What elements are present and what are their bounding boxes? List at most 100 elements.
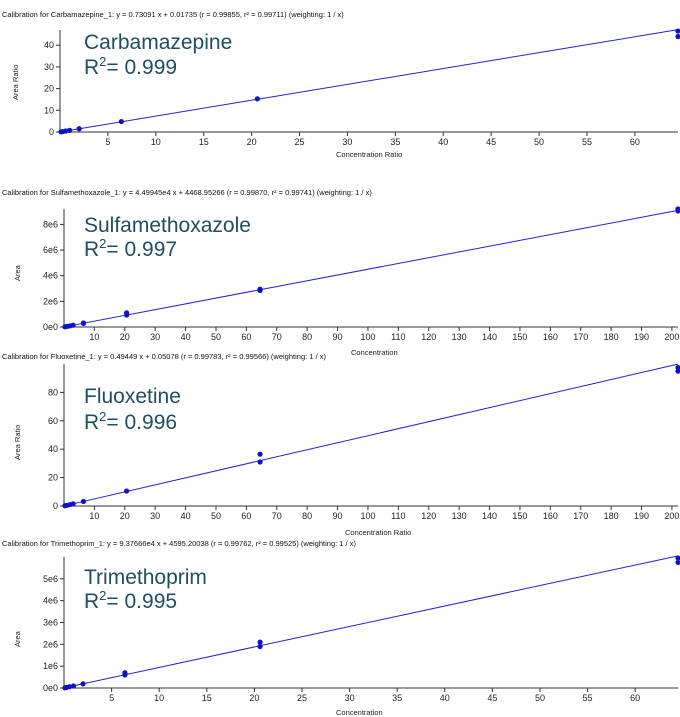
y-axis-label: Area [13, 631, 22, 647]
data-point [675, 206, 680, 212]
y-tick-label: 20 [48, 473, 58, 483]
data-point [70, 501, 76, 507]
x-tick-label: 60 [241, 511, 251, 521]
y-axis-label: Area Ratio [13, 424, 22, 460]
y-tick-label: 2e6 [43, 639, 58, 649]
y-tick-label: 60 [48, 416, 58, 426]
data-point [257, 459, 263, 465]
x-tick-label: 50 [535, 693, 545, 703]
x-tick-label: 25 [295, 137, 305, 147]
data-point [76, 126, 82, 132]
y-tick-label: 3e6 [43, 618, 58, 628]
calibration-plot: 5 10 15 20 25 30 35 40 45 50 55 60 0 10 20 30 40 [44, 28, 680, 147]
x-tick-label: 20 [120, 332, 130, 342]
y-tick-label: 0 [53, 501, 58, 511]
x-tick-label: 170 [573, 511, 588, 521]
y-axis-label: Area [13, 265, 22, 281]
x-tick-label: 120 [421, 511, 436, 521]
regression-line [63, 209, 679, 328]
x-tick-label: 50 [211, 332, 221, 342]
x-tick-label: 50 [211, 511, 221, 521]
x-tick-label: 10 [154, 693, 164, 703]
x-tick-label: 100 [360, 332, 375, 342]
r-squared-value: = 0.999 [106, 56, 178, 79]
x-tick-label: 10 [89, 511, 99, 521]
y-tick-label: 1e6 [43, 661, 58, 671]
x-tick-label: 120 [421, 332, 436, 342]
data-point [80, 320, 87, 326]
x-tick-label: 30 [345, 693, 355, 703]
x-tick-label: 100 [360, 511, 375, 521]
x-tick-label: 140 [482, 511, 497, 521]
x-tick-label: 200 [664, 332, 679, 342]
data-point [675, 555, 680, 561]
x-tick-label: 15 [199, 137, 209, 147]
data-point [122, 670, 128, 676]
calibration-title: Calibration for Fluoxetine_1: y = 0.4944… [2, 352, 326, 361]
x-tick-label: 25 [297, 693, 307, 703]
x-tick-label: 35 [390, 137, 400, 147]
x-tick-label: 40 [181, 332, 191, 342]
x-axis-label: Concentration Ratio [336, 150, 403, 159]
r-squared-value: = 0.996 [106, 411, 178, 434]
x-tick-label: 45 [486, 137, 496, 147]
y-tick-label: 5e6 [43, 574, 58, 584]
y-tick-label: 0e0 [43, 322, 58, 332]
calibration-panel-sulfamethoxazole: Calibration for Sulfamethoxazole_1: y = … [0, 185, 680, 357]
x-tick-label: 50 [534, 137, 544, 147]
x-tick-label: 35 [392, 693, 402, 703]
data-point [124, 310, 130, 316]
x-axis-label: Concentration [336, 708, 383, 717]
x-tick-label: 180 [604, 511, 619, 521]
y-tick-label: 40 [48, 444, 58, 454]
data-point [675, 364, 680, 371]
calibration-panel-fluoxetine: Calibration for Fluoxetine_1: y = 0.4944… [0, 350, 680, 540]
r-squared-letter: R [84, 238, 100, 261]
x-tick-label: 130 [452, 332, 467, 342]
data-point [675, 28, 680, 34]
x-tick-label: 160 [543, 332, 558, 342]
compound-name: Fluoxetine [84, 385, 181, 408]
y-tick-label: 40 [44, 40, 54, 50]
data-point [675, 33, 680, 40]
compound-name: Carbamazepine [84, 31, 233, 54]
x-tick-label: 40 [438, 137, 448, 147]
x-tick-label: 20 [120, 511, 130, 521]
x-tick-label: 150 [512, 332, 527, 342]
r-squared-exponent: 2 [99, 588, 107, 603]
x-tick-label: 190 [634, 511, 649, 521]
data-point [675, 559, 680, 566]
y-tick-label: 8e6 [43, 219, 58, 229]
r-squared-exponent: 2 [99, 54, 107, 69]
r-squared-letter: R [84, 56, 100, 79]
x-tick-label: 15 [202, 693, 212, 703]
y-tick-label: 10 [44, 105, 54, 115]
x-tick-label: 60 [241, 332, 251, 342]
regression-line [63, 363, 679, 507]
x-tick-label: 70 [272, 511, 282, 521]
x-tick-label: 40 [440, 693, 450, 703]
x-tick-label: 5 [109, 693, 114, 703]
x-tick-label: 70 [272, 332, 282, 342]
x-tick-label: 90 [333, 332, 343, 342]
r-squared-label: R2= 0.999 [84, 55, 177, 78]
y-tick-label: 0 [49, 127, 54, 137]
x-tick-label: 80 [302, 332, 312, 342]
x-tick-label: 40 [181, 511, 191, 521]
r-squared-label: R2= 0.997 [84, 237, 177, 260]
regression-line [63, 555, 679, 689]
data-point [118, 118, 124, 125]
calibration-plot: 10 20 30 40 50 60 70 80 90 100 110 120 130 140 150 160 1… [48, 363, 680, 521]
calibration-plot: 5 10 15 20 25 30 35 40 45 50 55 60 0e0 1e6 2e6 3e6 4e6 5e… [43, 555, 680, 703]
x-tick-label: 30 [150, 332, 160, 342]
x-tick-label: 130 [452, 511, 467, 521]
calibration-plot: 10 20 30 40 50 60 70 80 90 100 110 120 130 140 150 160 1… [43, 206, 680, 342]
calibration-panel-trimethoprim: Calibration for Trimethoprim_1: y = 9.37… [0, 537, 680, 717]
r-squared-label: R2= 0.995 [84, 589, 177, 612]
y-tick-label: 80 [48, 387, 58, 397]
data-point [257, 451, 263, 457]
y-axis-label: Area Ratio [11, 64, 20, 100]
y-tick-label: 4e6 [43, 271, 58, 281]
calibration-panel-carbamazepine: Calibration for Carbamazepine_1: y = 0.7… [0, 0, 680, 165]
x-tick-label: 55 [583, 693, 593, 703]
